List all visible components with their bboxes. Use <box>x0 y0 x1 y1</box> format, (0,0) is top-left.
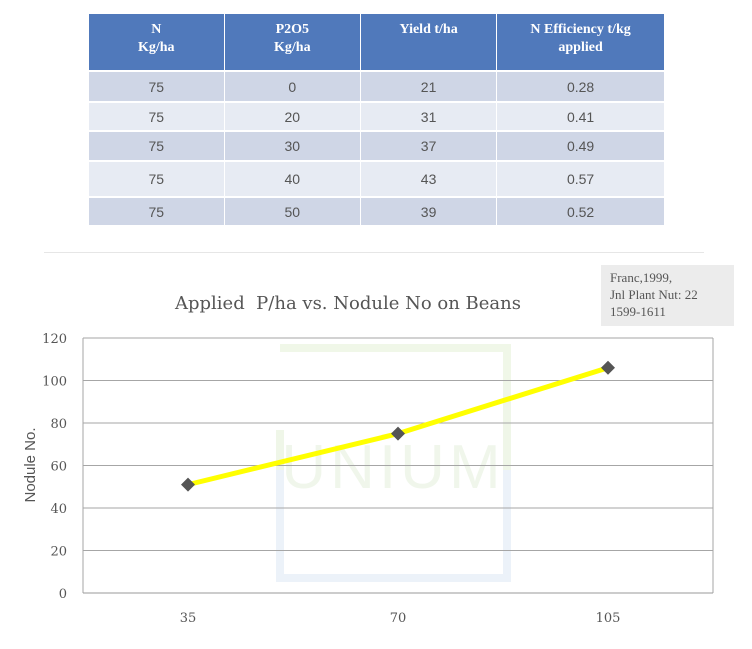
header-line: Yield t/ha <box>399 22 458 37</box>
table-header-row: N Kg/ha P2O5 Kg/ha Yield t/ha N Efficien… <box>89 14 664 70</box>
x-tick-label: 105 <box>596 611 621 626</box>
table-cell: 0.52 <box>497 196 664 225</box>
table-cell: 0.49 <box>497 130 664 160</box>
table-cell: 75 <box>89 196 225 225</box>
table-cell: 43 <box>361 160 498 196</box>
table-row: 75 20 31 0.41 <box>89 101 664 130</box>
table-row: 75 50 39 0.52 <box>89 196 664 225</box>
table-cell: 0.41 <box>497 101 664 130</box>
data-table: N Kg/ha P2O5 Kg/ha Yield t/ha N Efficien… <box>89 14 664 225</box>
table-cell: 0.28 <box>497 70 664 101</box>
table-row: 75 40 43 0.57 <box>89 160 664 196</box>
table-cell: 75 <box>89 160 225 196</box>
table-cell: 50 <box>224 196 362 225</box>
header-line: Kg/ha <box>137 40 175 55</box>
table-cell: 39 <box>361 196 498 225</box>
y-tick-label: 80 <box>50 417 67 432</box>
header-line: N Efficiency t/kg <box>530 22 631 37</box>
reference-line: Jnl Plant Nut: 22 <box>610 287 698 302</box>
watermark-text: UNIUM <box>281 433 504 502</box>
reference-line: Franc,1999, <box>610 270 673 285</box>
series-group <box>181 360 615 492</box>
y-axis-label: Nodule No. <box>22 427 39 502</box>
header-n-efficiency: N Efficiency t/kg applied <box>497 14 664 70</box>
table-row: 75 0 21 0.28 <box>89 70 664 101</box>
header-p2o5: P2O5 Kg/ha <box>224 14 362 70</box>
reference-note: Franc,1999, Jnl Plant Nut: 22 1599-1611 <box>601 265 734 326</box>
table-cell: 75 <box>89 70 225 101</box>
table-cell: 37 <box>361 130 498 160</box>
data-point-marker <box>181 477 195 492</box>
x-tick-label: 70 <box>390 611 407 626</box>
table-cell: 21 <box>361 70 498 101</box>
table-cell: 31 <box>361 101 498 130</box>
header-yield: Yield t/ha <box>361 14 498 70</box>
header-line: P2O5 <box>275 22 310 37</box>
data-point-marker <box>391 426 405 441</box>
header-line: Kg/ha <box>274 40 311 55</box>
table-cell: 75 <box>89 101 225 130</box>
y-tick-label: 40 <box>50 502 67 517</box>
header-n: N Kg/ha <box>89 14 225 70</box>
chart-title: Applied P/ha vs. Nodule No on Beans <box>175 293 521 314</box>
y-tick-label: 60 <box>50 460 67 475</box>
table-cell: 0.57 <box>497 160 664 196</box>
table-cell: 20 <box>224 101 362 130</box>
table-cell: 40 <box>224 160 362 196</box>
header-line: N <box>151 22 162 37</box>
y-tick-label: 0 <box>59 587 67 602</box>
section-divider <box>44 252 704 253</box>
y-tick-label: 20 <box>50 545 67 560</box>
x-tick-label: 35 <box>180 611 197 626</box>
table-row: 75 30 37 0.49 <box>89 130 664 160</box>
table-cell: 30 <box>224 130 362 160</box>
x-tick-labels: 35 70 105 <box>180 611 621 626</box>
table-cell: 75 <box>89 130 225 160</box>
table-cell: 0 <box>224 70 362 101</box>
header-line: applied <box>558 40 603 55</box>
data-point-marker <box>601 360 615 375</box>
watermark-logo: UNIUM <box>276 344 511 582</box>
y-tick-label: 120 <box>42 332 67 347</box>
reference-line: 1599-1611 <box>610 304 666 319</box>
grid-lines <box>82 337 714 593</box>
y-tick-label: 100 <box>42 375 67 390</box>
y-tick-labels: 0 20 40 60 80 100 120 <box>42 332 67 602</box>
